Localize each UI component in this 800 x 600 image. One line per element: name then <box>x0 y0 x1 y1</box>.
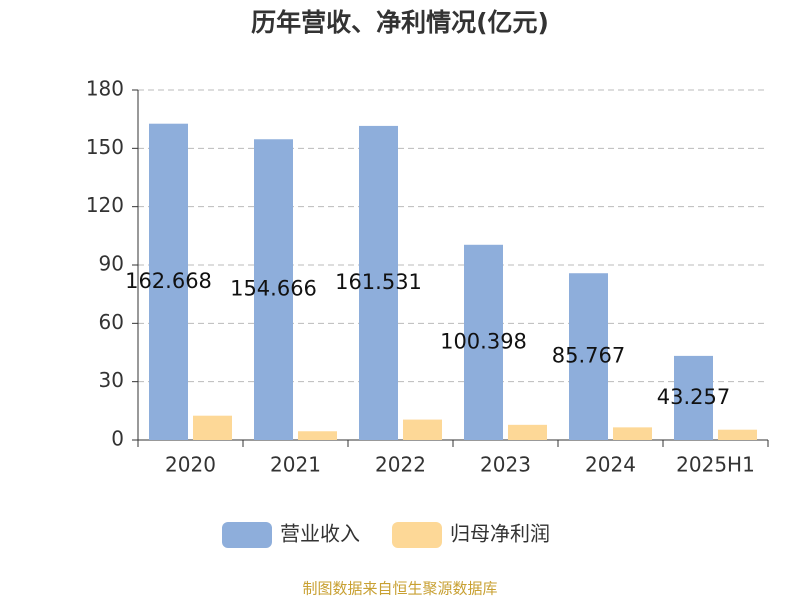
legend-swatch <box>392 522 442 548</box>
bar <box>569 273 608 440</box>
bar <box>464 244 503 440</box>
x-tick-label: 2022 <box>375 453 426 477</box>
legend-swatch <box>222 522 272 548</box>
bar <box>508 424 547 440</box>
y-tick-label: 120 <box>86 193 124 217</box>
data-label: 161.531 <box>335 270 422 294</box>
y-tick-label: 60 <box>99 310 124 334</box>
chart-title: 历年营收、净利情况(亿元) <box>251 8 549 37</box>
bar <box>403 419 442 440</box>
y-tick-label: 90 <box>99 252 124 276</box>
x-tick-label: 2025H1 <box>676 453 755 477</box>
data-label: 154.666 <box>230 277 317 301</box>
data-label: 85.767 <box>552 344 625 368</box>
bar <box>359 125 398 441</box>
legend-label: 归母净利润 <box>450 522 550 546</box>
x-tick-label: 2021 <box>270 453 321 477</box>
x-tick-label: 2024 <box>585 453 636 477</box>
bar <box>674 355 713 440</box>
y-tick-label: 0 <box>111 427 124 451</box>
bar <box>193 415 232 440</box>
x-tick-label: 2020 <box>165 453 216 477</box>
bar <box>613 427 652 440</box>
x-tick-label: 2023 <box>480 453 531 477</box>
bar <box>718 429 757 440</box>
source-note: 制图数据来自恒生聚源数据库 <box>302 580 497 598</box>
bar <box>254 139 293 440</box>
legend-label: 营业收入 <box>280 522 360 546</box>
y-tick-label: 150 <box>86 135 124 159</box>
y-tick-label: 30 <box>99 368 124 392</box>
y-tick-label: 180 <box>86 77 124 101</box>
data-label: 43.257 <box>657 385 730 409</box>
bar <box>298 431 337 440</box>
data-label: 100.398 <box>440 329 527 353</box>
data-label: 162.668 <box>125 269 212 293</box>
bar <box>149 123 188 440</box>
